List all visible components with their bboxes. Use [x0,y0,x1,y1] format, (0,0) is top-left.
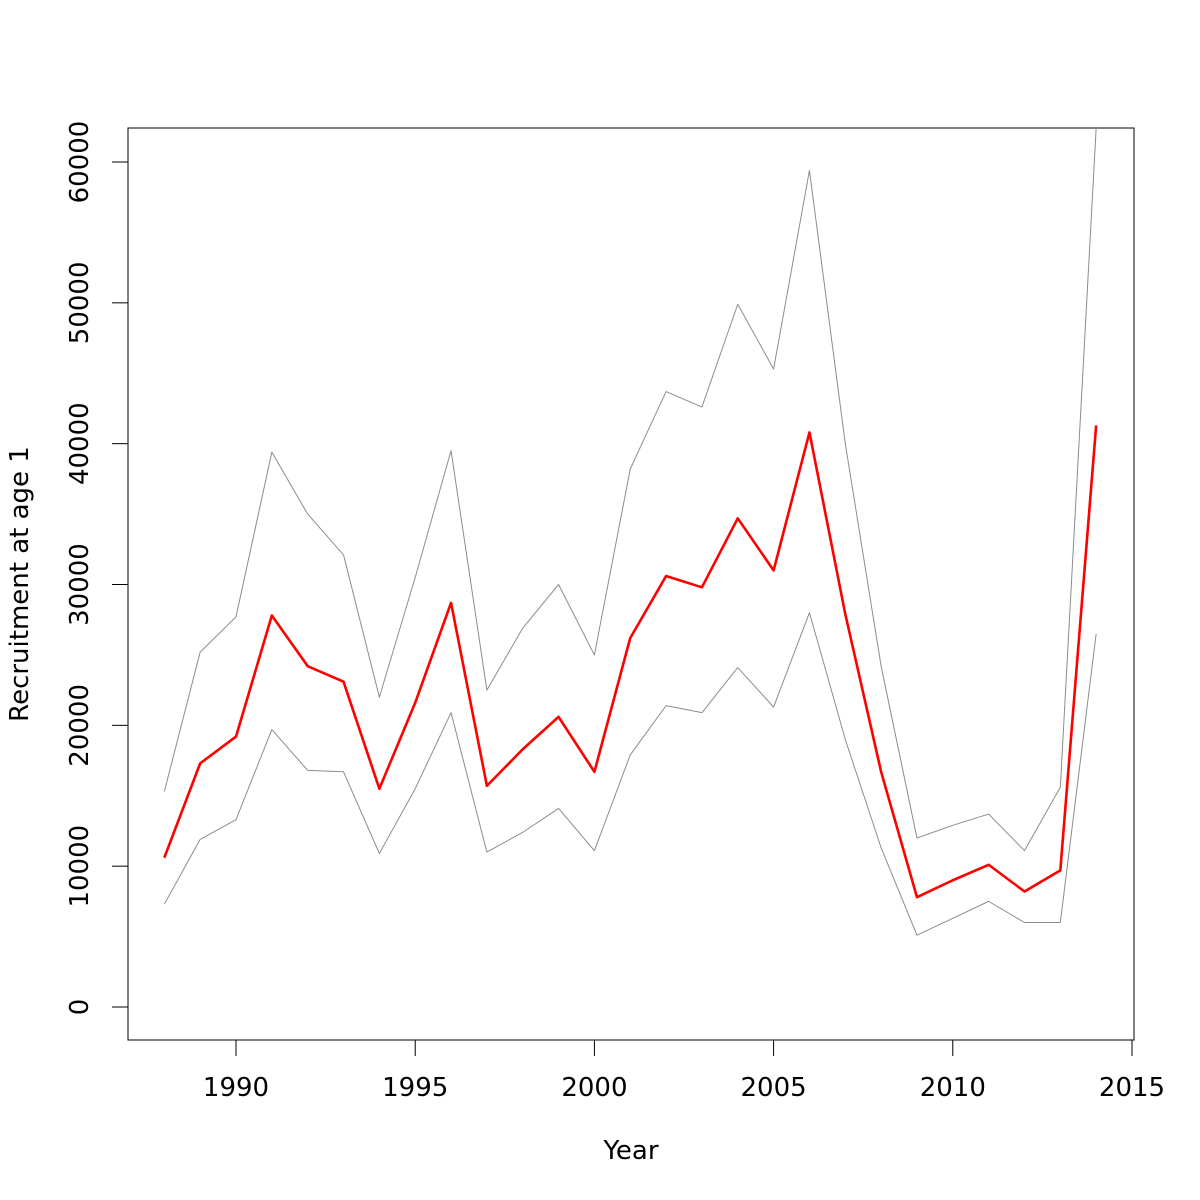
x-tick-label: 2005 [741,1073,807,1103]
y-tick-label: 40000 [65,402,95,485]
series-line-lower [163,612,1097,936]
series-line-estimate [163,425,1098,899]
x-tick-label: 1990 [203,1073,269,1103]
y-tick-label: 0 [65,999,95,1016]
y-axis-title: Recruitment at age 1 [5,446,35,722]
y-tick-label: 30000 [65,543,95,626]
series-line-upper [163,127,1097,852]
y-tick-label: 10000 [65,825,95,908]
y-tick-label: 20000 [65,684,95,767]
x-tick-label: 2015 [1099,1073,1165,1103]
x-tick-label: 1995 [382,1073,448,1103]
x-axis-title: Year [602,1136,658,1166]
x-tick-label: 2000 [561,1073,627,1103]
y-axis: 0 10000 20000 30000 40000 50000 60000 [65,121,129,1016]
plot-box [127,127,1135,1041]
y-tick-label: 60000 [65,121,95,204]
x-tick-label: 2010 [920,1073,986,1103]
series-lines [163,127,1098,936]
x-axis: 1990 1995 2000 2005 2010 2015 [203,1039,1165,1103]
y-tick-label: 50000 [65,261,95,344]
